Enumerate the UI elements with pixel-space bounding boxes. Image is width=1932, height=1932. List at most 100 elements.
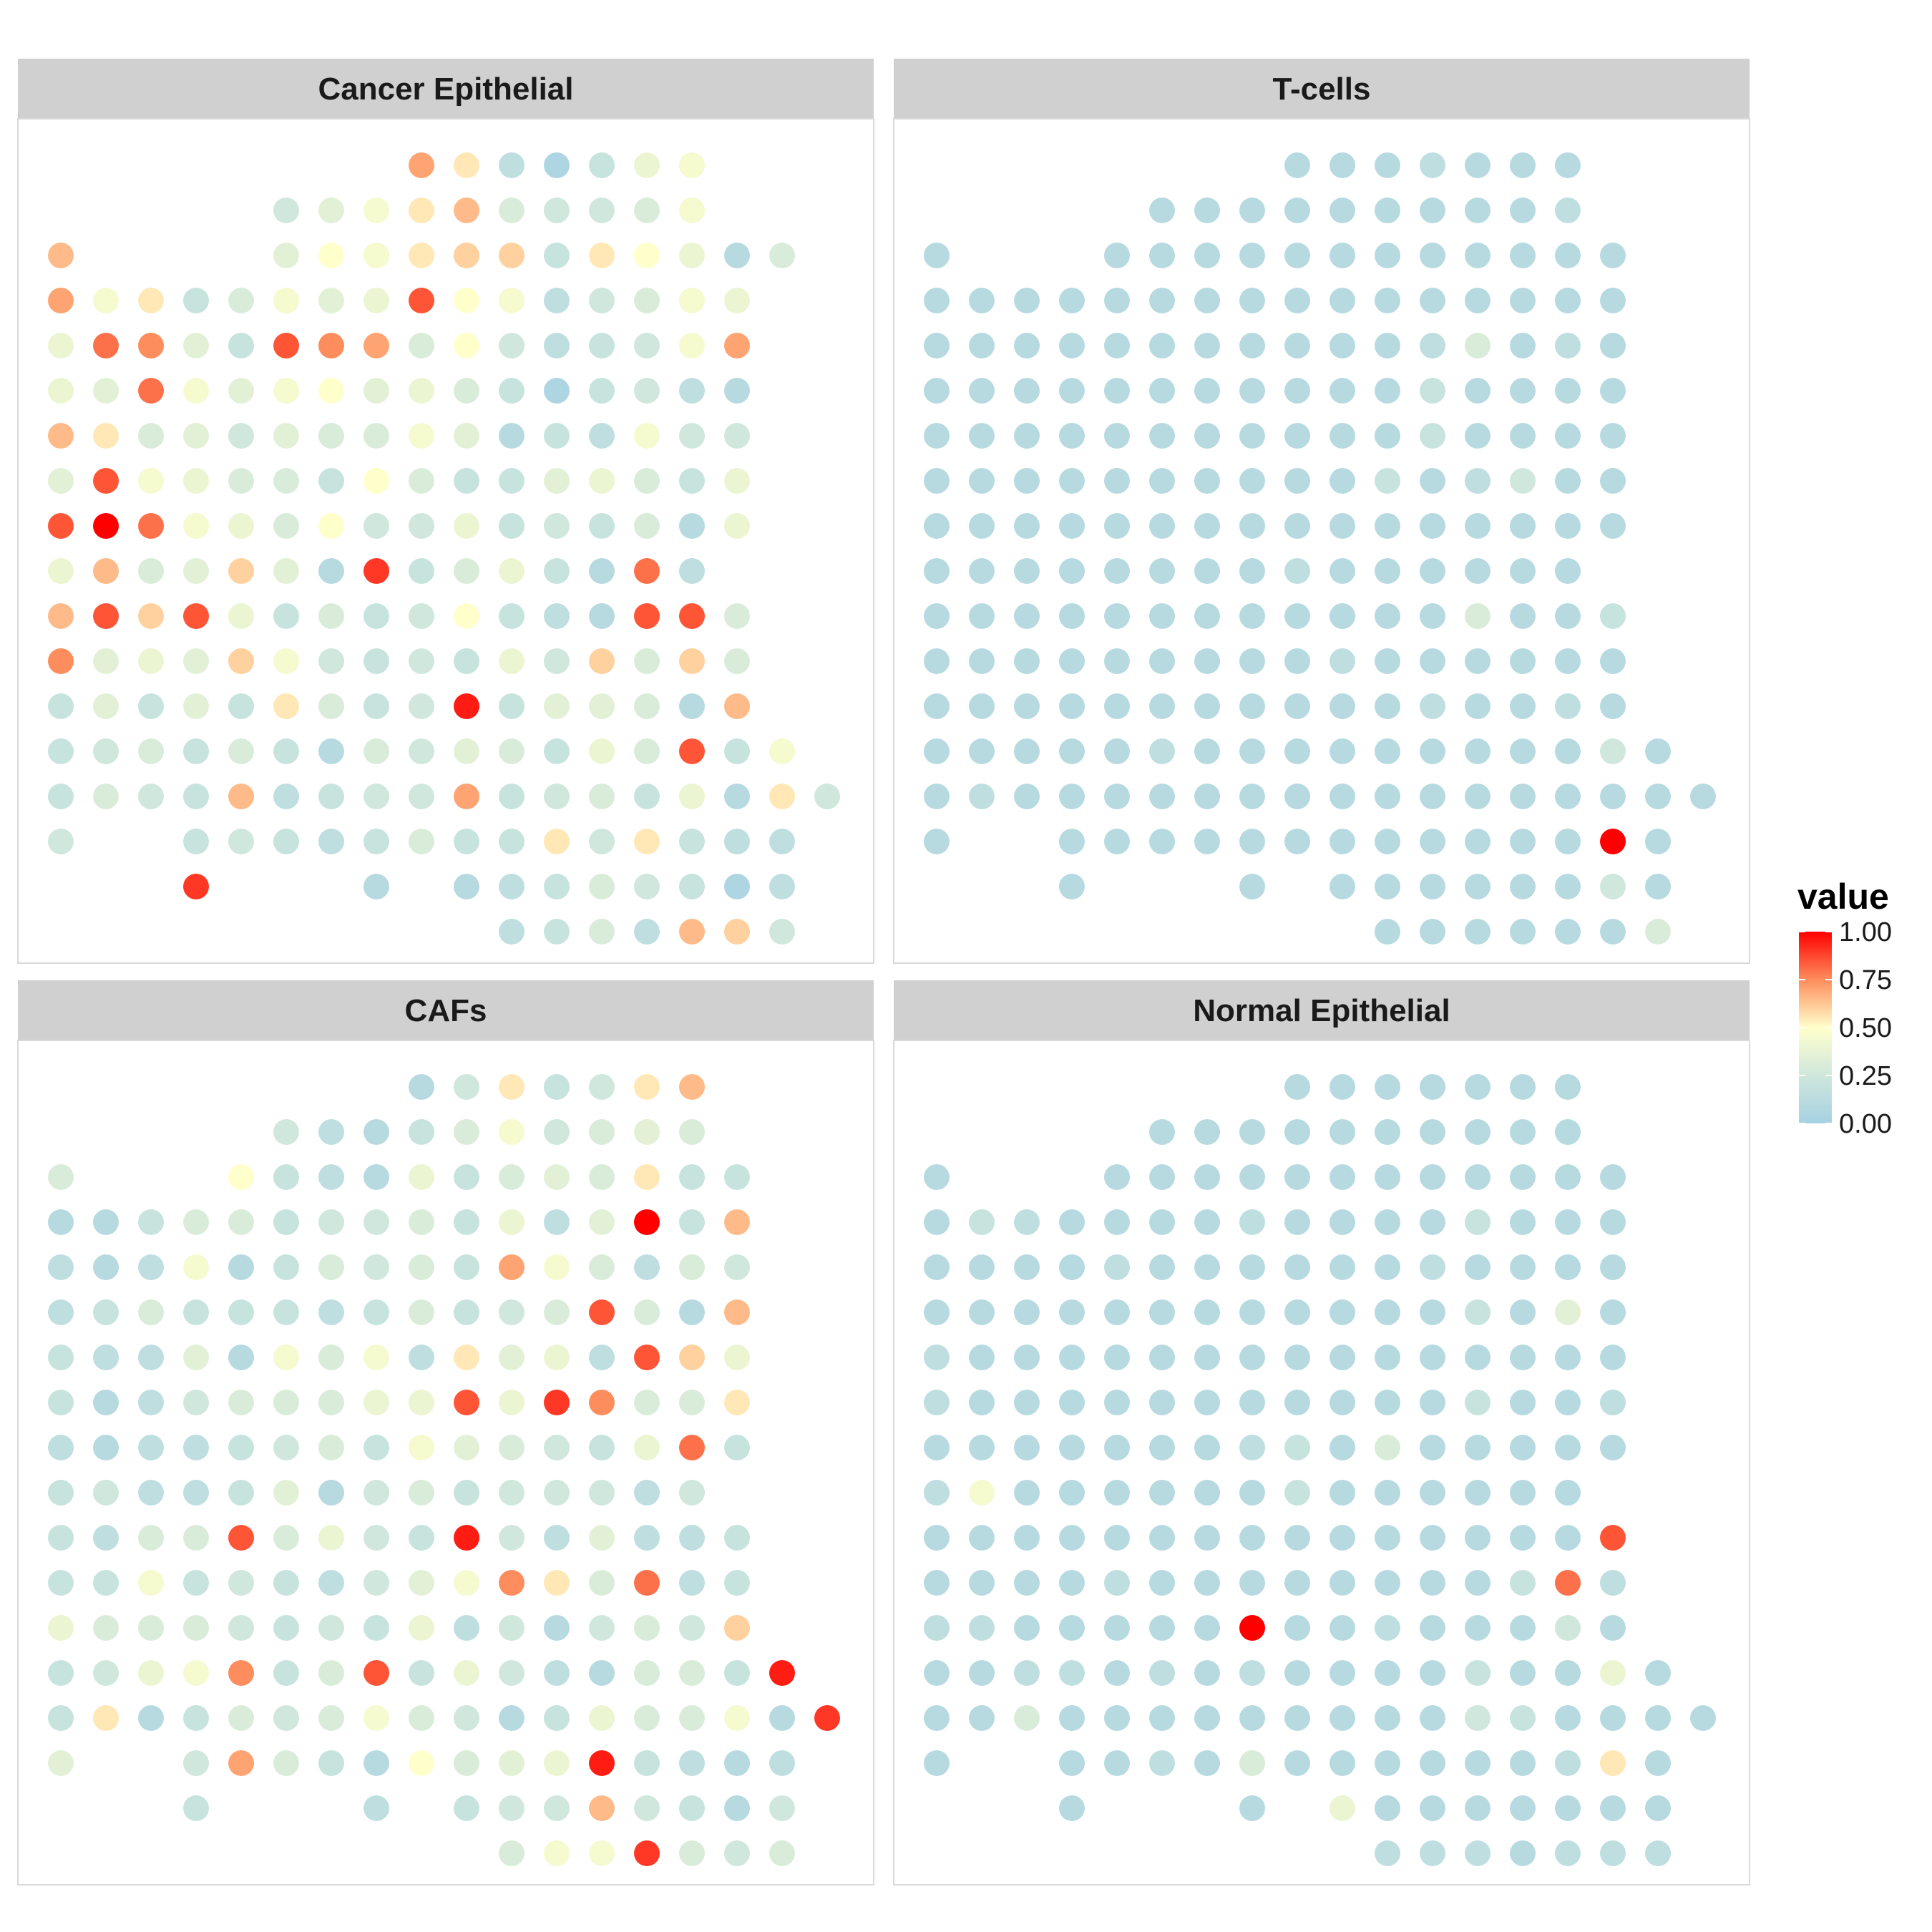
spot xyxy=(1375,1750,1400,1776)
spot xyxy=(1555,468,1581,494)
spot xyxy=(48,1705,74,1731)
spot xyxy=(589,738,615,764)
spot xyxy=(1600,829,1626,854)
spot xyxy=(679,1840,705,1866)
spot xyxy=(318,1390,344,1415)
spot xyxy=(499,468,525,494)
spot xyxy=(924,513,950,539)
spot xyxy=(273,1615,299,1641)
spot xyxy=(409,243,434,268)
spot xyxy=(544,1209,570,1235)
spot xyxy=(1284,1390,1310,1415)
spot xyxy=(1149,1750,1175,1776)
spot xyxy=(454,1209,479,1235)
spot xyxy=(1555,1795,1581,1821)
spot xyxy=(1194,513,1220,539)
spot xyxy=(228,333,254,358)
spot xyxy=(724,288,750,313)
spot xyxy=(1194,1345,1220,1370)
spot xyxy=(364,648,389,674)
spot xyxy=(1149,829,1175,854)
spot xyxy=(1059,1660,1085,1686)
spot xyxy=(1239,1525,1265,1551)
spot xyxy=(1555,333,1581,358)
spot xyxy=(409,1660,434,1686)
spot xyxy=(544,333,570,358)
spot xyxy=(1510,648,1536,674)
spot xyxy=(679,513,705,539)
spot xyxy=(48,603,74,629)
spot xyxy=(228,1209,254,1235)
spot xyxy=(589,243,615,268)
spot xyxy=(1420,1209,1445,1235)
spot xyxy=(1149,197,1175,223)
spot xyxy=(454,243,479,268)
spot xyxy=(634,1525,660,1551)
spot xyxy=(1014,513,1040,539)
spot xyxy=(724,468,750,494)
spot xyxy=(138,738,164,764)
spot xyxy=(1104,513,1130,539)
spot xyxy=(924,648,950,674)
spot xyxy=(1330,423,1355,449)
spot xyxy=(634,693,660,719)
spot xyxy=(183,1570,209,1596)
spot xyxy=(589,1705,615,1731)
spot xyxy=(1375,829,1400,854)
spot xyxy=(454,874,479,899)
spot xyxy=(1555,1074,1581,1100)
spot xyxy=(1194,423,1220,449)
spot xyxy=(1420,1525,1445,1551)
spot xyxy=(1600,648,1626,674)
spot xyxy=(364,1119,389,1145)
spot xyxy=(228,1299,254,1325)
spot xyxy=(924,1435,950,1460)
spot xyxy=(1600,603,1626,629)
spot xyxy=(1149,513,1175,539)
spot xyxy=(1465,1705,1491,1731)
spot xyxy=(1465,829,1491,854)
spot xyxy=(1555,288,1581,313)
spot xyxy=(1555,1615,1581,1641)
spot xyxy=(1510,423,1536,449)
spot xyxy=(228,1164,254,1190)
spot xyxy=(679,1074,705,1100)
spot xyxy=(1600,738,1626,764)
spot xyxy=(1465,288,1491,313)
spot xyxy=(1690,784,1716,809)
spot xyxy=(969,1390,995,1415)
spot xyxy=(318,1750,344,1776)
spot xyxy=(634,1705,660,1731)
spot xyxy=(1284,1254,1310,1280)
spot xyxy=(1420,1615,1445,1641)
spot xyxy=(1465,784,1491,809)
spot xyxy=(138,423,164,449)
spot xyxy=(183,1525,209,1551)
spot xyxy=(273,197,299,223)
spot xyxy=(364,1164,389,1190)
spot xyxy=(1284,1750,1310,1776)
spot xyxy=(499,1390,525,1415)
spot xyxy=(228,1750,254,1776)
spot xyxy=(1510,738,1536,764)
spot xyxy=(769,1660,795,1686)
spot xyxy=(1014,1209,1040,1235)
spot xyxy=(1510,693,1536,719)
spot xyxy=(364,468,389,494)
spot xyxy=(48,1615,74,1641)
spot xyxy=(1420,1795,1445,1821)
spot xyxy=(499,1660,525,1686)
spot xyxy=(724,919,750,945)
spot xyxy=(318,243,344,268)
spot xyxy=(1465,1570,1491,1596)
spot xyxy=(1014,1615,1040,1641)
spot xyxy=(1239,1660,1265,1686)
spot xyxy=(1555,1525,1581,1551)
spot xyxy=(1104,1570,1130,1596)
spot xyxy=(228,1254,254,1280)
spot xyxy=(544,1750,570,1776)
spot xyxy=(1510,152,1536,178)
spot xyxy=(1555,1570,1581,1596)
spot xyxy=(1510,874,1536,899)
spot xyxy=(1555,648,1581,674)
